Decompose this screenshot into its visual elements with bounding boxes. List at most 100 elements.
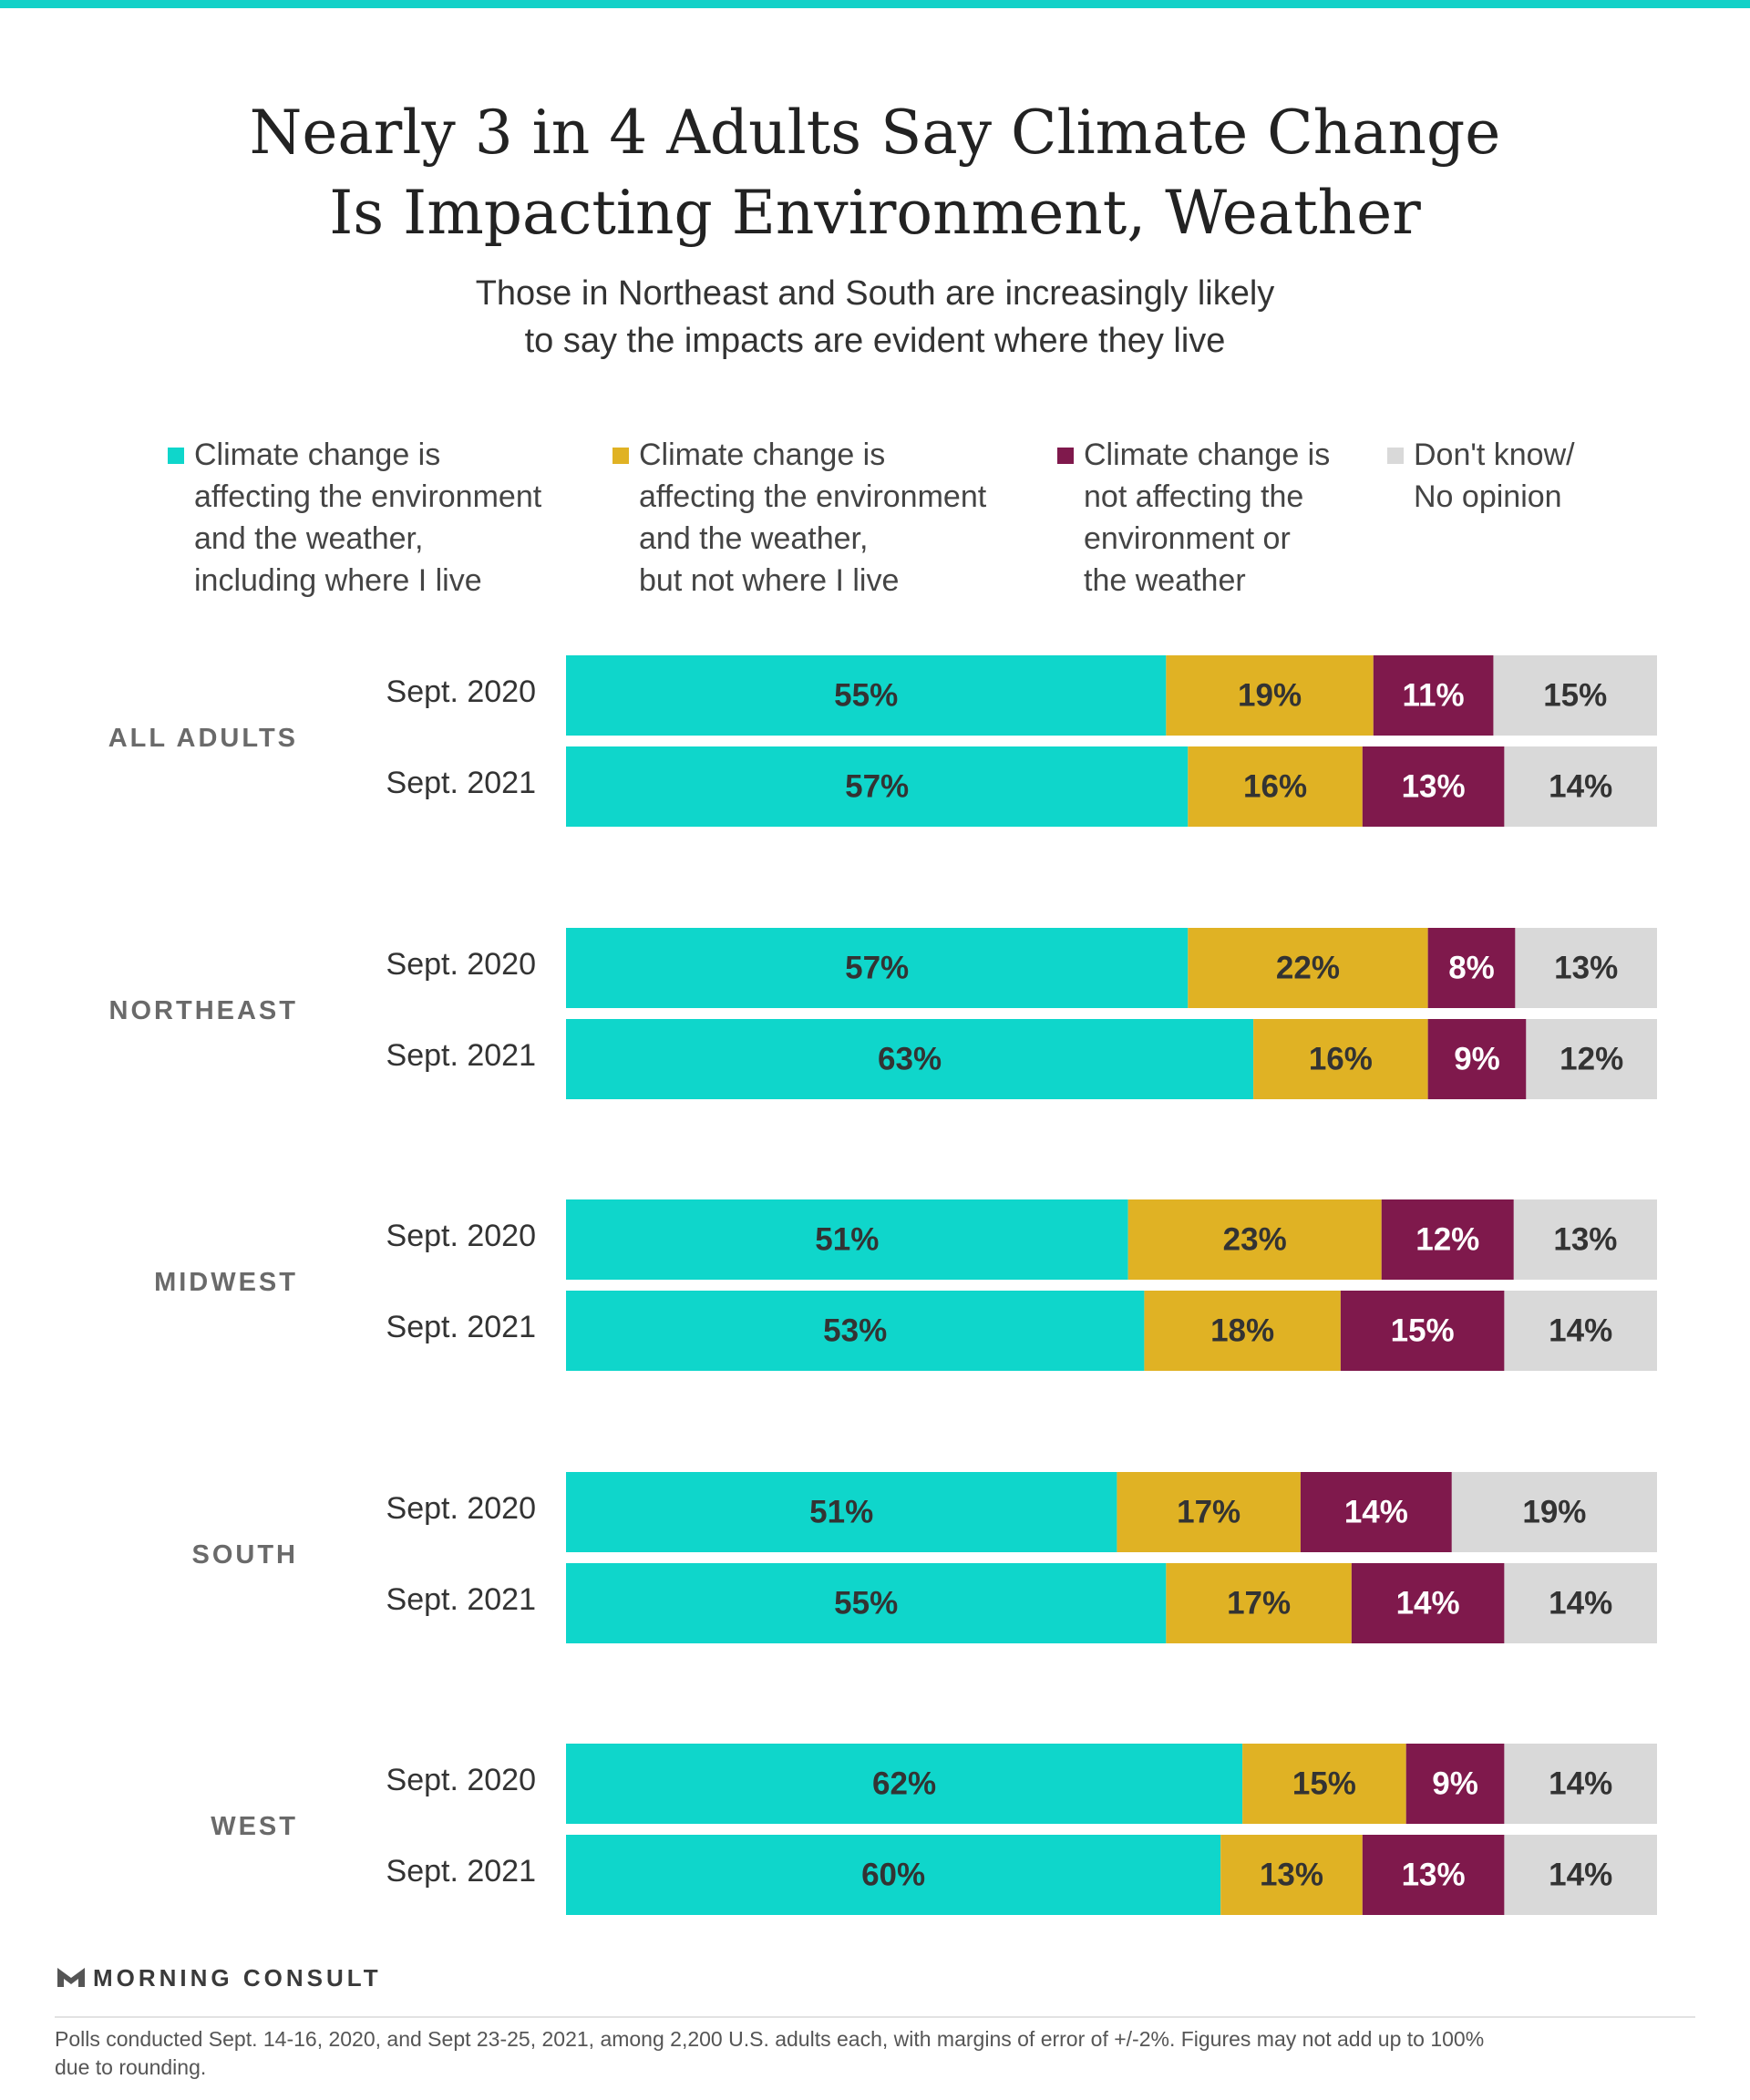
data-label: 14% xyxy=(1549,1585,1612,1621)
data-label: 18% xyxy=(1210,1312,1274,1348)
group-label-all-adults: ALL ADULTS xyxy=(108,724,298,753)
data-label: 13% xyxy=(1402,768,1466,804)
group-label-northeast: NORTHEAST xyxy=(109,996,298,1025)
data-label: 55% xyxy=(834,677,898,713)
legend-swatch-2 xyxy=(612,448,629,464)
bar-segment xyxy=(1451,1472,1657,1552)
legend-label-1: Climate change is affecting the environme… xyxy=(194,434,541,602)
data-label: 19% xyxy=(1522,1494,1586,1529)
bar-segment xyxy=(1188,928,1428,1008)
bar-segment xyxy=(1351,1563,1505,1643)
legend-label-1-line-1: Climate change is xyxy=(194,438,441,472)
source-note-line-2: due to rounding. xyxy=(55,2055,207,2079)
legend-label-2-line-1: Climate change is xyxy=(639,438,886,472)
data-label: 14% xyxy=(1549,1312,1612,1348)
legend-label-3: Climate change is not affecting the enviro… xyxy=(1084,434,1330,602)
bar-segment xyxy=(566,1019,1254,1099)
data-label: 11% xyxy=(1403,677,1465,713)
legend-label-3-line-3: environment or xyxy=(1084,521,1291,556)
source-note: Polls conducted Sept. 14-16, 2020, and S… xyxy=(55,2025,1695,2082)
data-label: 62% xyxy=(872,1765,936,1801)
data-label: 13% xyxy=(1260,1857,1323,1892)
legend-label-3-line-2: not affecting the xyxy=(1084,479,1304,514)
bar-segment xyxy=(1166,655,1374,736)
data-label: 51% xyxy=(809,1494,873,1529)
chart-title-line-2: Is Impacting Environment, Weather xyxy=(329,178,1421,248)
legend-swatch-1 xyxy=(168,448,184,464)
bar-segment xyxy=(1427,928,1516,1008)
legend-swatch-3 xyxy=(1057,448,1074,464)
row-label: Sept. 2020 xyxy=(386,1763,536,1797)
data-label: 15% xyxy=(1292,1765,1356,1801)
data-label: 9% xyxy=(1432,1765,1478,1801)
data-label: 15% xyxy=(1391,1312,1455,1348)
stacked-bar-chart: ALL ADULTS Sept. 2020 55% 19% 11% 15% Sept. 20… xyxy=(108,655,1657,1915)
data-label: 12% xyxy=(1415,1221,1479,1257)
data-label: 55% xyxy=(834,1585,898,1621)
row-label: Sept. 2021 xyxy=(386,1038,536,1073)
bar-segment xyxy=(566,655,1167,736)
row-label: Sept. 2021 xyxy=(386,1310,536,1344)
data-label: 14% xyxy=(1549,768,1612,804)
bar-segment xyxy=(1513,1199,1657,1280)
data-label: 13% xyxy=(1553,1221,1617,1257)
top-accent-rule xyxy=(0,0,1750,8)
legend-label-2-line-3: and the weather, xyxy=(639,521,869,556)
data-label: 63% xyxy=(878,1041,942,1076)
data-label: 13% xyxy=(1402,1857,1466,1892)
data-label: 51% xyxy=(815,1221,879,1257)
bar-segment xyxy=(566,928,1189,1008)
data-label: 12% xyxy=(1560,1041,1623,1076)
bar-segment xyxy=(1340,1291,1505,1371)
row-label: Sept. 2021 xyxy=(386,766,536,800)
bar-segment xyxy=(566,1835,1221,1915)
bar-segment xyxy=(1405,1744,1505,1824)
bar-segment xyxy=(1362,1835,1505,1915)
bar-segment xyxy=(1515,928,1657,1008)
data-label: 16% xyxy=(1243,768,1307,804)
legend-label-4-line-1: Don't know/ xyxy=(1414,438,1575,472)
bar-segment xyxy=(1504,1563,1657,1643)
bar-segment xyxy=(1242,1744,1406,1824)
legend-label-2-line-4: but not where I live xyxy=(639,563,900,598)
group-label-south: SOUTH xyxy=(192,1540,299,1570)
data-label: 14% xyxy=(1549,1857,1612,1892)
bar-segment xyxy=(1300,1472,1452,1552)
source-note-line-1: Polls conducted Sept. 14-16, 2020, and S… xyxy=(55,2027,1485,2051)
data-label: 17% xyxy=(1177,1494,1240,1529)
data-label: 53% xyxy=(823,1312,887,1348)
legend-label-4-line-2: No opinion xyxy=(1414,479,1562,514)
chart-subtitle: Those in Northeast and South are increas… xyxy=(0,270,1750,365)
bar-segment xyxy=(1504,1835,1657,1915)
bar-segment xyxy=(566,1291,1145,1371)
bar-segment xyxy=(1427,1019,1527,1099)
data-label: 17% xyxy=(1227,1585,1291,1621)
bar-segment xyxy=(1220,1835,1363,1915)
legend-label-3-line-4: the weather xyxy=(1084,563,1246,598)
bar-segment xyxy=(1166,1563,1352,1643)
data-label: 16% xyxy=(1309,1041,1373,1076)
bar-segment xyxy=(1504,1291,1657,1371)
bar-segment xyxy=(1493,655,1657,736)
row-label: Sept. 2020 xyxy=(386,1491,536,1526)
legend-label-1-line-2: affecting the environment xyxy=(194,479,542,514)
legend-label-2: Climate change is affecting the environme… xyxy=(639,434,986,602)
bar-segment xyxy=(1504,746,1657,827)
bar-segment xyxy=(1253,1019,1428,1099)
bar-segment xyxy=(1526,1019,1657,1099)
data-label: 14% xyxy=(1396,1585,1460,1621)
chart-title: Nearly 3 in 4 Adults Say Climate Change … xyxy=(0,93,1750,253)
legend-label-1-line-3: and the weather, xyxy=(194,521,424,556)
bar-segment xyxy=(1504,1744,1657,1824)
group-label-west: WEST xyxy=(211,1812,298,1841)
group-label-midwest: MIDWEST xyxy=(154,1268,298,1297)
data-label: 57% xyxy=(845,768,909,804)
data-label: 60% xyxy=(861,1857,925,1892)
data-label: 14% xyxy=(1344,1494,1408,1529)
row-label: Sept. 2020 xyxy=(386,1219,536,1253)
data-label: 14% xyxy=(1549,1765,1612,1801)
data-label: 57% xyxy=(845,950,909,985)
chart-subtitle-line-2: to say the impacts are evident where the… xyxy=(524,322,1226,360)
data-label: 9% xyxy=(1454,1041,1500,1076)
morning-consult-logo-icon xyxy=(57,1968,85,1987)
